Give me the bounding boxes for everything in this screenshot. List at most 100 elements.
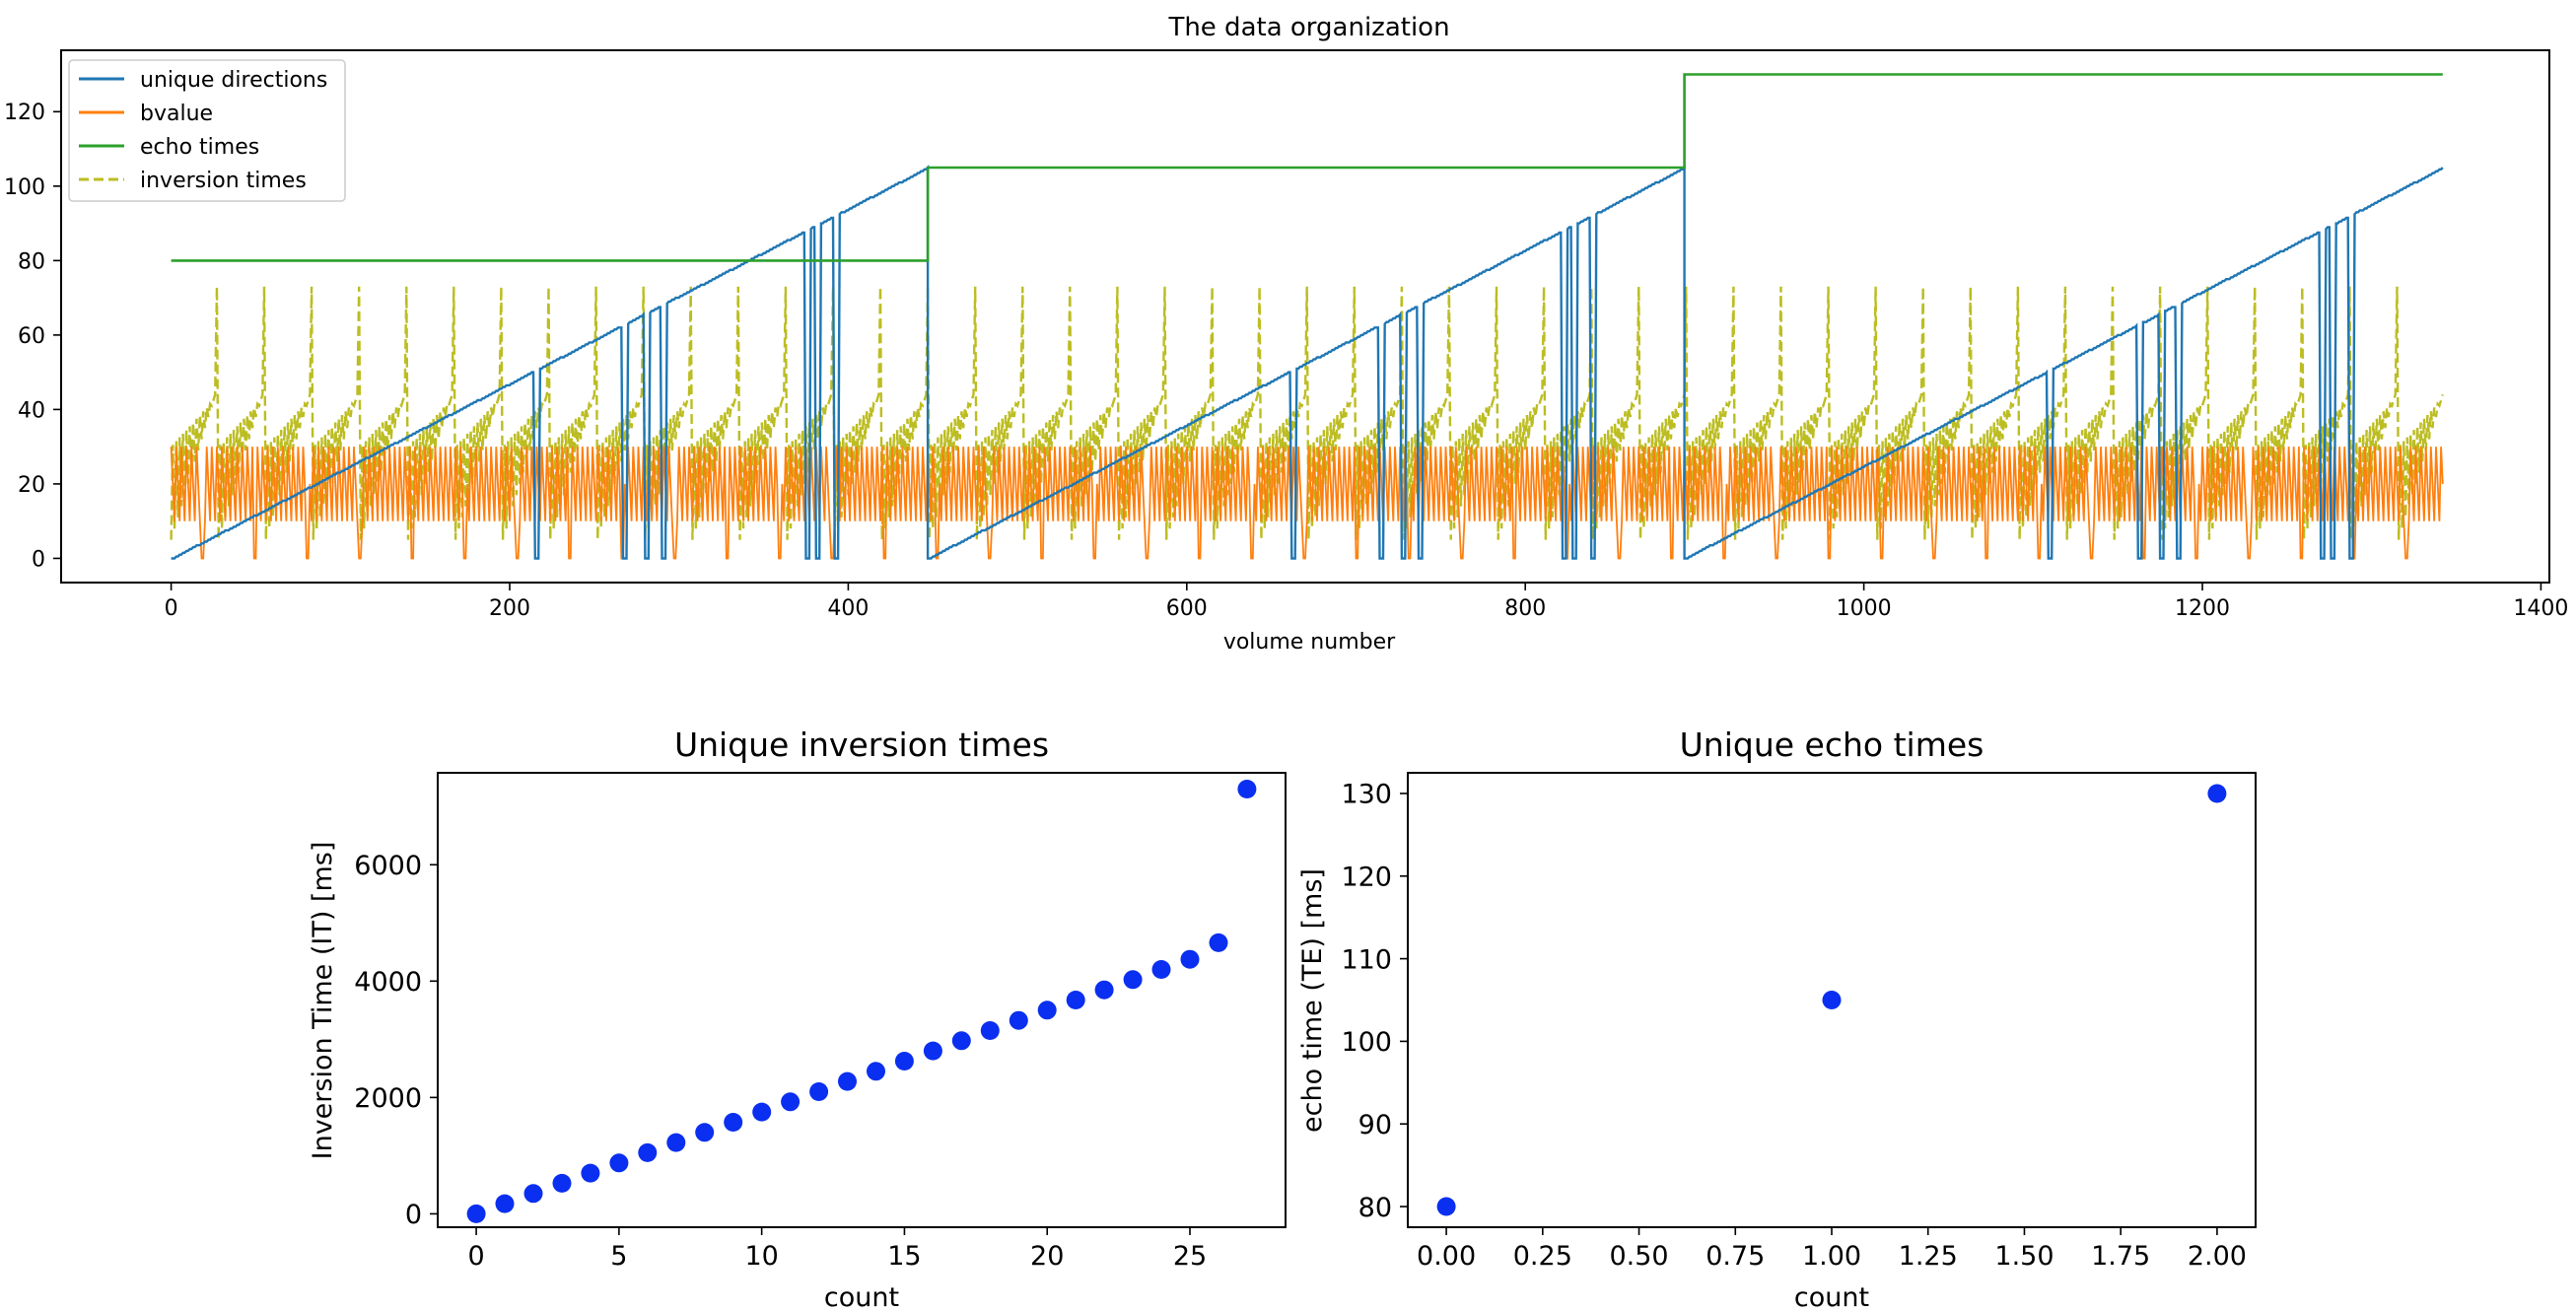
x-tick-label: 0.25 [1513,1241,1572,1272]
series-lines [170,73,2444,560]
data-point [724,1113,743,1132]
data-point [1209,932,1228,952]
data-point [923,1041,942,1061]
y-tick-label: 4000 [354,967,422,998]
data-point [1822,991,1842,1009]
x-axis-label: count [1794,1282,1869,1312]
data-point [1180,949,1200,969]
axis-ticks: 0.00 0.25 0.50 0.75 1.00 1.25 1.50 1.75 2.00 80 90… [1341,780,2247,1272]
x-tick-label: 0.50 [1609,1241,1668,1272]
legend-label-inversion-times: inversion times [140,169,307,193]
x-tick-label: 1.50 [1994,1241,2054,1272]
data-point [552,1173,572,1193]
data-point [1237,780,1257,798]
x-tick-label: 0 [467,1241,484,1272]
data-point [1037,1001,1057,1020]
data-point [1094,980,1114,1000]
line-inversion-times [170,286,2444,540]
data-point [1123,970,1143,990]
line-bvalue [170,447,2444,560]
data-point [1436,1197,1456,1216]
data-point [609,1153,629,1173]
y-tick-label: 20 [18,473,45,498]
data-point [752,1102,772,1122]
legend-label-unique-directions: unique directions [140,68,327,93]
x-tick-label: 400 [827,596,869,621]
x-tick-label: 200 [489,596,530,621]
y-tick-label: 0 [405,1200,422,1230]
y-tick-label: 0 [32,547,45,572]
data-point [2207,784,2227,803]
data-organization-chart: 0 200 400 600 800 1000 1200 1400 0 20 40 60 80 100 120… [4,13,2568,655]
x-tick-label: 0 [165,596,178,621]
chart-title: The data organization [1167,13,1449,42]
data-point [838,1071,857,1091]
y-tick-label: 100 [4,175,45,200]
line-unique-directions [171,164,2444,560]
x-tick-label: 1.25 [1899,1241,1958,1272]
data-point [466,1204,486,1223]
data-point [581,1163,600,1183]
legend-label-echo-times: echo times [140,135,259,160]
data-point [1009,1010,1028,1030]
legend-label-bvalue: bvalue [140,102,213,126]
data-point [495,1194,515,1213]
scatter-points [466,780,1257,1223]
legend: unique directions bvalue echo times inve… [68,59,346,202]
x-tick-label: 1200 [2175,596,2230,621]
y-tick-label: 40 [18,398,45,423]
data-point [867,1062,885,1081]
chart-title: Unique inversion times [674,725,1049,764]
chart-title: Unique echo times [1680,725,1984,764]
x-tick-label: 15 [887,1241,921,1272]
line-echo-times [171,73,2443,262]
data-point [695,1123,715,1142]
x-tick-label: 10 [744,1241,778,1272]
data-point [894,1052,914,1070]
unique-inversion-times-chart: 0 5 10 15 20 25 0 2000 4000 6000 Unique inversion… [308,725,1287,1312]
x-tick-label: 2.00 [2188,1241,2247,1272]
y-tick-label: 100 [1341,1027,1392,1058]
x-tick-label: 0.00 [1417,1241,1476,1272]
data-point [809,1082,829,1101]
x-tick-label: 25 [1173,1241,1207,1272]
data-point [781,1092,801,1112]
x-tick-label: 1400 [2513,596,2568,621]
data-point [638,1142,658,1162]
y-tick-label: 110 [1341,944,1392,975]
data-point [666,1133,686,1152]
x-tick-label: 1000 [1837,596,1892,621]
legend-box [68,59,346,202]
y-tick-label: 90 [1358,1110,1392,1140]
x-tick-label: 1.75 [2091,1241,2150,1272]
x-axis-label: count [824,1282,899,1312]
data-point [951,1031,971,1051]
y-tick-label: 6000 [354,851,422,881]
x-tick-label: 600 [1166,596,1208,621]
x-tick-label: 1.00 [1802,1241,1861,1272]
y-tick-label: 130 [1341,780,1392,810]
y-tick-label: 120 [1341,862,1392,892]
data-point [1151,960,1171,979]
x-tick-label: 20 [1030,1241,1064,1272]
y-tick-label: 80 [18,249,45,274]
data-point [1066,991,1085,1009]
unique-echo-times-chart: 0.00 0.25 0.50 0.75 1.00 1.25 1.50 1.75 2.00 80 90… [1297,725,2257,1312]
data-point [980,1021,1000,1040]
axis-ticks: 0 200 400 600 800 1000 1200 1400 0 20 40 60 80 100 120 [4,101,2568,621]
y-tick-label: 2000 [354,1083,422,1114]
x-tick-label: 0.75 [1706,1241,1765,1272]
scatter-points [1436,784,2227,1216]
plot-frame [437,772,1287,1228]
x-axis-label: volume number [1223,630,1396,655]
y-axis-label: Inversion Time (IT) [ms] [308,842,338,1160]
x-tick-label: 5 [610,1241,627,1272]
plot-frame [60,49,2550,584]
y-tick-label: 80 [1358,1193,1392,1223]
x-tick-label: 800 [1504,596,1546,621]
y-tick-label: 60 [18,324,45,349]
axis-ticks: 0 5 10 15 20 25 0 2000 4000 6000 [354,851,1207,1272]
y-axis-label: echo time (TE) [ms] [1297,868,1328,1133]
data-point [523,1184,543,1204]
